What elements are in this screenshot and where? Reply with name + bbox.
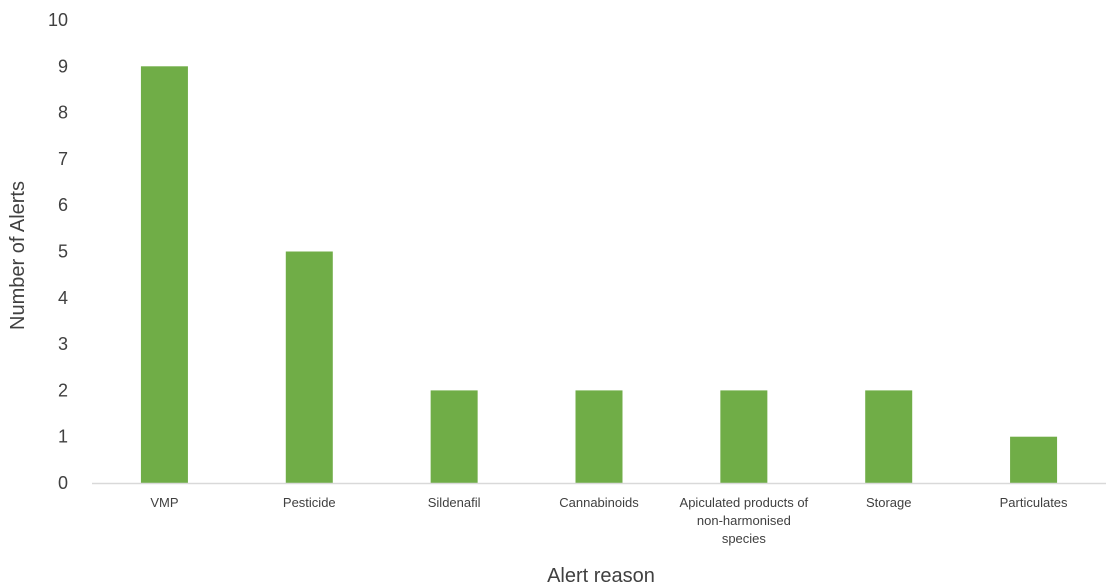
x-tick-label: Sildenafil [428,495,481,510]
x-tick-label-line: non-harmonised [697,513,791,528]
x-tick-label-line: Storage [866,495,912,510]
y-tick-label: 0 [58,473,68,493]
bar [1010,436,1058,483]
bar [430,390,478,483]
bars [140,66,1058,484]
x-tick-label: Particulates [1000,495,1068,510]
x-axis-title: Alert reason [547,565,655,587]
bar [865,390,913,483]
y-tick-label: 1 [58,427,68,447]
y-tick-label: 2 [58,380,68,400]
y-tick-label: 3 [58,334,68,354]
y-tick-label: 9 [58,56,68,76]
x-tick-label-line: Pesticide [283,495,336,510]
y-tick-label: 5 [58,242,68,262]
y-tick-label: 7 [58,149,68,169]
x-tick-label: Apiculated products of non-harmonised spec… [680,495,809,546]
y-tick-label: 6 [58,195,68,215]
bar [720,390,768,483]
y-tick-label: 4 [58,288,68,308]
x-tick-label-line: species [722,531,767,546]
x-tick-label: Storage [866,495,912,510]
bar [285,251,333,483]
y-axis-ticks: 0 1 2 3 4 5 6 7 8 9 10 [48,10,68,493]
x-tick-label-line: Cannabinoids [559,495,639,510]
y-tick-label: 8 [58,103,68,123]
x-tick-label-line: Sildenafil [428,495,481,510]
x-tick-label-line: Particulates [1000,495,1068,510]
bar [140,66,188,484]
x-tick-label: Pesticide [283,495,336,510]
x-tick-label: VMP [150,495,178,510]
x-tick-label-line: VMP [150,495,178,510]
x-tick-label: Cannabinoids [559,495,639,510]
x-axis-category-labels: VMP Pesticide Sildenafil Cannabinoids Apicul… [150,495,1068,546]
y-tick-label: 10 [48,10,68,30]
y-axis-title: Number of Alerts [7,181,29,330]
x-tick-label-line: Apiculated products of [680,495,809,510]
bar [575,390,623,483]
